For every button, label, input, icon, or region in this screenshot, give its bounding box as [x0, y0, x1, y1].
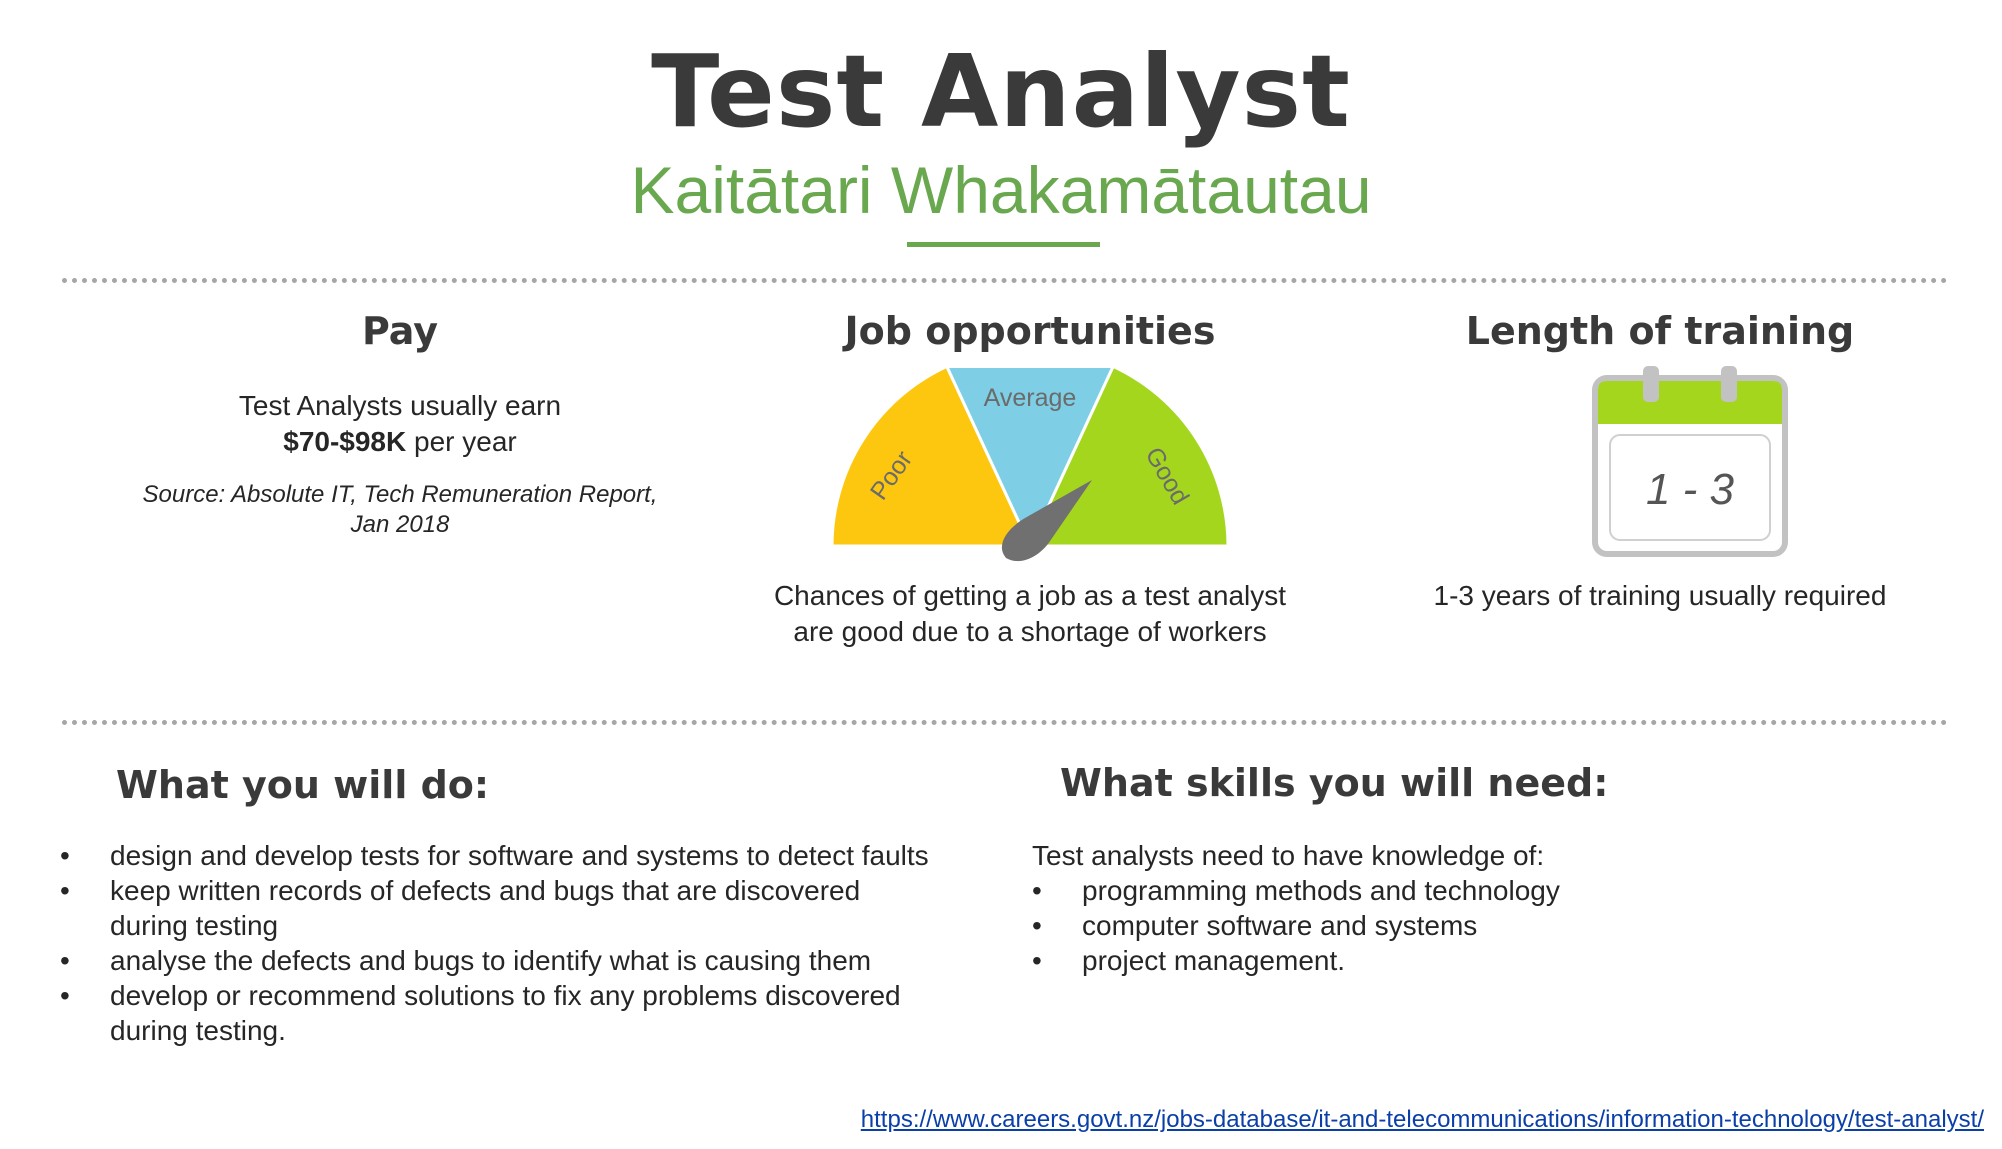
pay-amount: $70-$98K	[283, 426, 407, 457]
list-item: keep written records of defects and bugs…	[60, 873, 980, 943]
skills-list: programming methods and technology compu…	[1032, 873, 1932, 978]
job-caption-line2: are good due to a shortage of workers	[793, 616, 1267, 647]
pay-section: Pay Test Analysts usually earn $70-$98K …	[100, 308, 700, 540]
careers-link[interactable]: https://www.careers.govt.nz/jobs-databas…	[860, 1106, 1984, 1133]
calendar-value: 1 - 3	[1645, 465, 1735, 514]
list-item-line1: keep written records of defects and bugs…	[110, 875, 861, 906]
training-heading: Length of training	[1465, 309, 1855, 353]
pay-line: Test Analysts usually earn	[238, 390, 562, 421]
job-opportunities-heading: Job opportunities	[844, 309, 1216, 353]
pay-source-line1: Source: Absolute IT, Tech Remuneration R…	[142, 481, 658, 508]
list-item: project management.	[1032, 943, 1932, 978]
list-item: computer software and systems	[1032, 908, 1932, 943]
gauge-needle	[1001, 480, 1092, 562]
skills-intro: Test analysts need to have knowledge of:	[1032, 840, 1545, 871]
page-title: Test Analyst	[651, 33, 1351, 150]
list-item: design and develop tests for software an…	[60, 838, 980, 873]
job-caption-line1: Chances of getting a job as a test analy…	[773, 580, 1287, 611]
list-item-line2: during testing	[110, 910, 279, 941]
list-item: develop or recommend solutions to fix an…	[60, 978, 980, 1048]
title-underline	[907, 242, 1100, 247]
what-you-will-do-list: design and develop tests for software an…	[60, 838, 980, 1048]
list-item-line1: design and develop tests for software an…	[110, 840, 929, 871]
pay-heading: Pay	[361, 309, 439, 353]
skills-heading: What skills you will need:	[1060, 761, 1609, 805]
calendar-icon	[1592, 366, 1788, 557]
gauge-segment-poor	[830, 368, 1033, 548]
pay-source-line2: Jan 2018	[350, 511, 450, 538]
training-caption: 1-3 years of training usually required	[1433, 580, 1887, 611]
page-subtitle: Kaitātari Whakamātautau	[630, 153, 1372, 227]
list-item-line2: during testing.	[110, 1015, 286, 1046]
job-opportunities-gauge: Poor Average Good	[830, 368, 1230, 562]
pay-amount-line: $70-$98K per year	[100, 424, 700, 460]
gauge-segment-good	[1027, 368, 1230, 548]
divider-middle	[62, 720, 1948, 725]
divider-top	[62, 278, 1948, 283]
list-item: analyse the defects and bugs to identify…	[60, 943, 980, 978]
list-item-line1: develop or recommend solutions to fix an…	[110, 980, 901, 1011]
gauge-label-average: Average	[984, 384, 1077, 412]
list-item-line1: analyse the defects and bugs to identify…	[110, 945, 872, 976]
what-you-will-do-heading: What you will do:	[116, 763, 490, 807]
gauge-segment-average	[945, 368, 1115, 550]
list-item: programming methods and technology	[1032, 873, 1932, 908]
pay-amount-suffix: per year	[406, 426, 517, 457]
